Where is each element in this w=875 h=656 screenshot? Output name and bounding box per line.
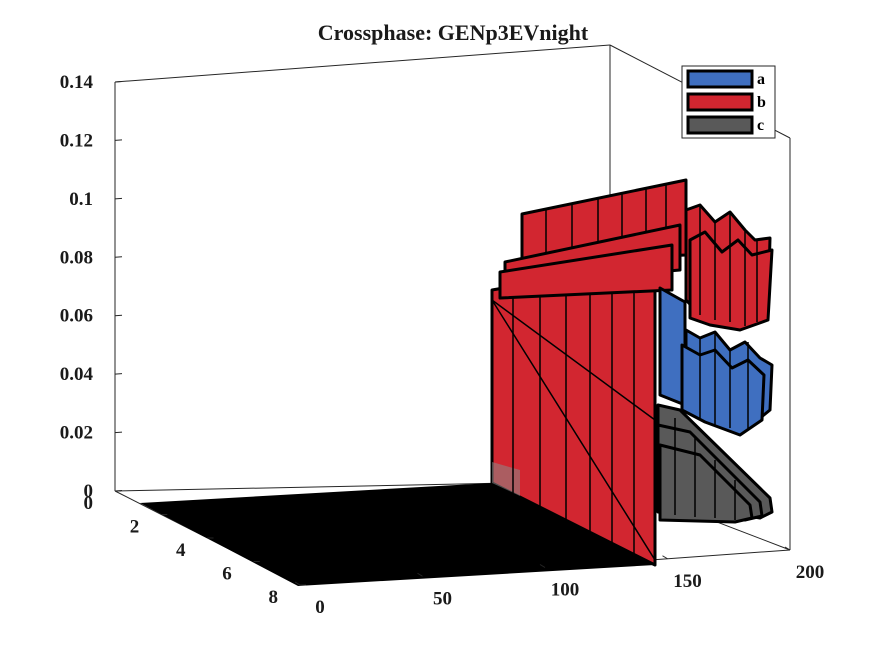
x-tick-label: 200	[796, 562, 825, 583]
y-axis-ticks: 0 2 4 6 8	[84, 490, 306, 608]
x-tick-label: 0	[315, 597, 325, 618]
y-tick-label: 8	[269, 587, 279, 608]
legend-label-b: b	[757, 94, 766, 111]
z-tick-mark	[114, 197, 123, 200]
z-tick-mark	[114, 81, 123, 83]
legend-label-c: c	[757, 117, 764, 134]
z-tick-mark	[114, 256, 123, 258]
series-b-back-sheets	[498, 178, 774, 332]
z-tick-label: 0.06	[60, 306, 93, 327]
y-tick-label: 6	[222, 564, 232, 585]
x-tick-mark	[294, 581, 301, 586]
y-tick-label: 2	[130, 517, 140, 538]
y-tick-label: 0	[84, 493, 94, 514]
z-tick-label: 0	[84, 481, 94, 502]
z-tick-mark	[114, 314, 123, 317]
chart-title: Crossphase: GENp3EVnight	[318, 20, 589, 45]
z-tick-label: 0.02	[60, 423, 93, 444]
x-tick-mark	[539, 564, 546, 568]
z-tick-mark	[114, 139, 123, 141]
x-tick-label: 100	[551, 580, 580, 601]
legend: a b c	[681, 65, 776, 139]
series-a-sheets	[658, 286, 774, 437]
legend-swatch-b	[686, 92, 754, 112]
z-tick-mark	[114, 431, 123, 434]
z-tick-mark	[114, 373, 123, 375]
z-tick-label: 0.1	[69, 189, 93, 210]
z-tick-label: 0.14	[60, 72, 94, 93]
z-axis-ticks: 0 0.02 0.04 0.06 0.08 0.1 0.12 0.14	[60, 72, 123, 502]
x-tick-mark	[417, 572, 423, 577]
z-tick-label: 0.04	[60, 364, 94, 385]
floor-surface	[140, 483, 655, 586]
z-tick-label: 0.12	[60, 130, 93, 151]
legend-swatch-c	[686, 115, 754, 135]
legend-label-a: a	[757, 71, 765, 88]
x-tick-mark	[784, 546, 791, 551]
legend-swatch-a	[686, 69, 754, 89]
x-axis-ticks: 0 50 100 150 200	[294, 546, 825, 618]
x-tick-label: 150	[673, 571, 702, 592]
x-tick-mark	[662, 555, 668, 560]
z-tick-label: 0.08	[60, 247, 93, 268]
series-c-sheets	[656, 403, 774, 524]
y-tick-label: 4	[176, 540, 186, 561]
x-tick-label: 50	[433, 588, 452, 609]
